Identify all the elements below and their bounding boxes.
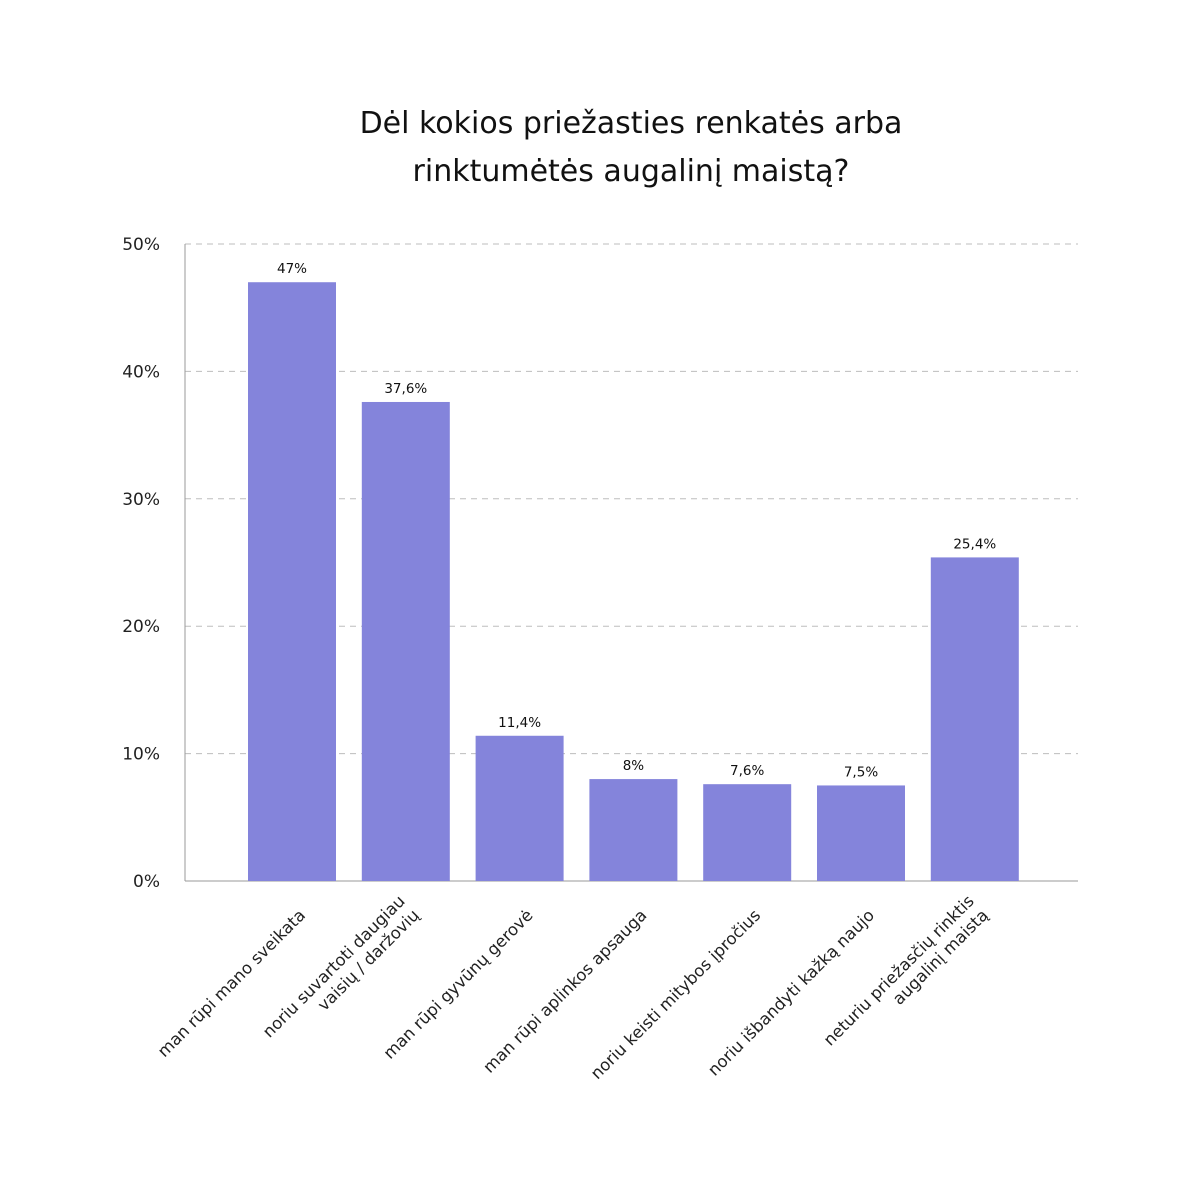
bar bbox=[703, 784, 792, 881]
chart-title-line-2: rinktumėtės augalinį maistą? bbox=[412, 154, 850, 189]
value-label: 11,4% bbox=[498, 715, 541, 731]
bar bbox=[930, 557, 1019, 881]
value-label: 37,6% bbox=[384, 381, 427, 397]
bar bbox=[248, 282, 336, 882]
category-label-line: neturiu priežasčių rinktis bbox=[820, 891, 978, 1049]
value-label: 25,4% bbox=[953, 536, 996, 552]
y-tick-label: 20% bbox=[122, 617, 160, 637]
bar bbox=[589, 779, 678, 881]
y-tick-label: 0% bbox=[133, 872, 160, 892]
value-label: 7,5% bbox=[844, 764, 878, 780]
category-label-line: noriu suvartoti daugiau bbox=[259, 891, 409, 1041]
y-tick-label: 50% bbox=[122, 235, 160, 255]
y-tick-label: 40% bbox=[122, 362, 160, 382]
chart-title: Dėl kokios priežasties renkatės arba rin… bbox=[0, 100, 1200, 196]
y-axis-tick-labels: 0% 10% 20% 30% 40% 50% bbox=[122, 235, 160, 892]
y-tick-label: 10% bbox=[122, 745, 160, 765]
value-labels: 47% 37,6% 11,4% 8% 7,6% 7,5% 25,4% bbox=[277, 261, 996, 780]
category-label-line: man rūpi mano sveikata bbox=[154, 906, 309, 1061]
bar bbox=[817, 785, 905, 881]
bars bbox=[248, 282, 1019, 882]
value-label: 47% bbox=[277, 261, 307, 277]
chart-title-line-1: Dėl kokios priežasties renkatės arba bbox=[359, 106, 903, 141]
value-label: 7,6% bbox=[730, 763, 764, 779]
y-tick-label: 30% bbox=[122, 490, 160, 510]
value-label: 8% bbox=[623, 758, 645, 774]
bar bbox=[361, 401, 450, 881]
category-label: man rūpi mano sveikata bbox=[154, 906, 309, 1061]
bar bbox=[475, 735, 564, 881]
